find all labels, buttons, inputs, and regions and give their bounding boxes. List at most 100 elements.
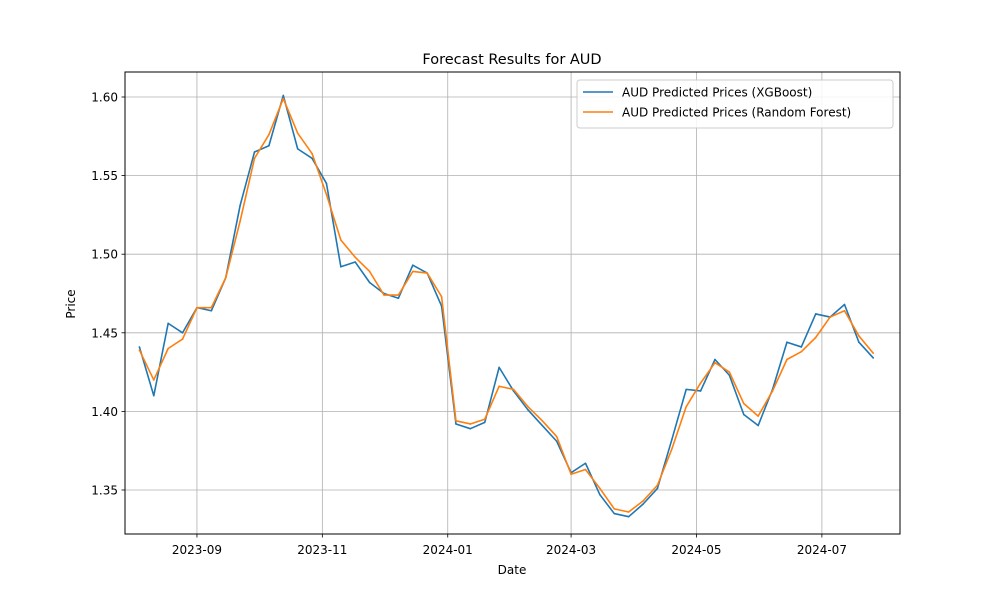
data-point (455, 423, 457, 425)
data-point (210, 309, 213, 312)
x-axis-label: Date (498, 563, 527, 577)
x-axis-ticks: 2023-09 2023-11 2024-01 2024-03 2024-05 2024-… (172, 534, 847, 557)
y-tick-label: 1.45 (91, 326, 118, 340)
data-point (541, 424, 544, 427)
data-point (152, 394, 155, 397)
data-point (858, 335, 860, 337)
y-tick-label: 1.55 (91, 169, 118, 183)
legend: AUD Predicted Prices (XGBoost) AUD Predic… (576, 79, 894, 129)
data-point (469, 427, 472, 430)
data-point (599, 493, 601, 496)
data-point (584, 468, 587, 471)
chart-title: Forecast Results for AUD (422, 52, 601, 68)
series-line (138, 94, 874, 518)
data-point (728, 371, 731, 373)
legend-label: AUD Predicted Prices (Random Forest) (622, 106, 851, 120)
data-point (714, 358, 716, 361)
y-tick-label: 1.35 (91, 483, 118, 497)
data-point (368, 281, 371, 284)
y-tick-label: 1.60 (91, 90, 118, 104)
data-point (671, 448, 673, 450)
data-point (483, 418, 486, 421)
data-point (714, 361, 716, 364)
data-point (771, 390, 774, 392)
data-point (786, 358, 788, 361)
y-axis-ticks: 1.35 1.40 1.45 1.50 1.55 1.60 (91, 90, 125, 497)
series-lines (138, 94, 875, 518)
data-point (814, 313, 817, 315)
x-tick-label: 2024-03 (546, 543, 596, 557)
data-point (872, 352, 875, 355)
data-point (412, 264, 414, 266)
data-point (282, 94, 285, 97)
data-point (224, 276, 227, 279)
data-point (340, 265, 342, 268)
data-point (685, 388, 688, 391)
data-point (282, 97, 285, 100)
data-point (642, 503, 644, 505)
data-point (368, 270, 371, 273)
data-point (627, 515, 630, 518)
data-point (814, 336, 817, 339)
data-point (426, 272, 428, 274)
data-point (742, 402, 745, 405)
data-point (483, 421, 486, 424)
data-point (253, 157, 256, 160)
data-point (340, 239, 342, 241)
data-point (167, 347, 169, 350)
data-point (843, 303, 846, 306)
data-point (383, 294, 385, 296)
data-point (440, 295, 443, 298)
series-2 (138, 97, 875, 513)
legend-box (576, 79, 894, 129)
data-point (138, 349, 141, 351)
data-point (239, 220, 241, 222)
data-point (296, 148, 299, 150)
data-point (455, 420, 457, 422)
grid-lines (125, 72, 900, 534)
x-tick-label: 2024-07 (797, 543, 847, 557)
data-point (599, 487, 601, 490)
data-point (181, 338, 184, 340)
data-point (325, 182, 328, 185)
series-line (138, 97, 874, 513)
data-point (498, 366, 500, 369)
data-point (742, 413, 745, 416)
data-point (397, 294, 400, 296)
data-point (699, 390, 702, 392)
data-point (253, 151, 256, 153)
data-point (296, 132, 299, 134)
plot-area-frame (124, 71, 901, 535)
data-point (167, 322, 169, 325)
data-point (138, 346, 141, 348)
data-point (527, 409, 529, 411)
legend-label: AUD Predicted Prices (XGBoost) (622, 86, 812, 100)
data-point (541, 420, 544, 422)
data-point (498, 385, 500, 388)
x-tick-label: 2024-01 (423, 543, 473, 557)
data-point (354, 261, 357, 263)
data-point (800, 346, 803, 348)
data-point (858, 341, 860, 344)
data-point (311, 157, 313, 160)
y-tick-label: 1.40 (91, 405, 118, 419)
data-point (196, 306, 198, 309)
data-point (829, 316, 831, 318)
y-axis-label: Price (64, 289, 78, 318)
data-point (555, 440, 558, 443)
data-point (843, 309, 846, 312)
data-point (181, 331, 184, 334)
data-point (627, 511, 630, 513)
data-point (800, 350, 803, 353)
data-point (786, 341, 788, 344)
data-point (570, 473, 572, 476)
data-point (268, 144, 270, 147)
data-point (555, 435, 558, 438)
y-tick-label: 1.50 (91, 248, 118, 262)
data-point (656, 487, 659, 490)
x-tick-label: 2023-11 (297, 543, 347, 557)
data-point (656, 484, 659, 487)
data-point (412, 270, 414, 273)
x-tick-label: 2023-09 (172, 543, 222, 557)
